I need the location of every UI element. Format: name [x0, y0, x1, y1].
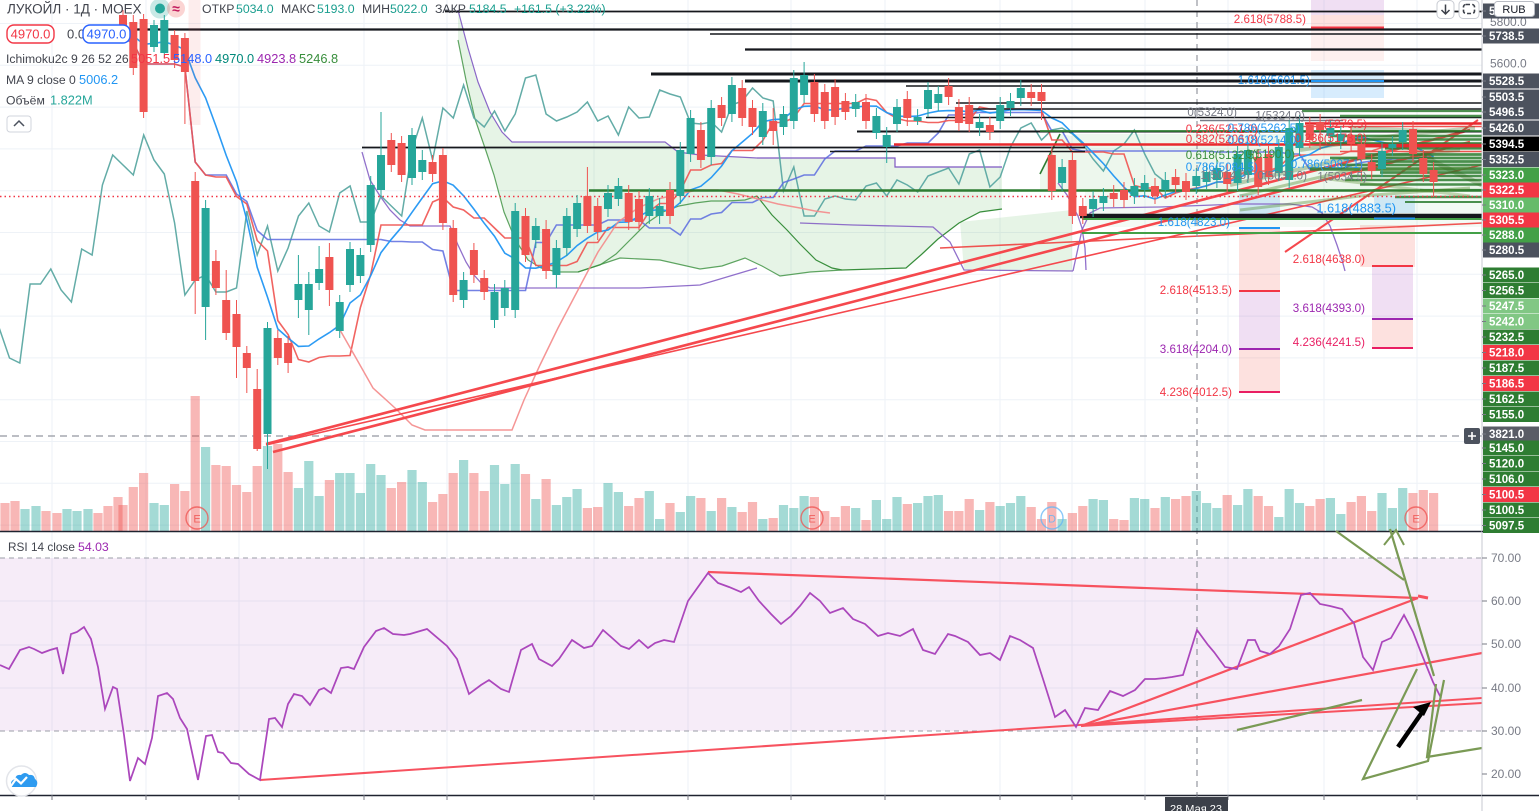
svg-text:50.00: 50.00 [1491, 637, 1521, 651]
svg-text:0(5190.0): 0(5190.0) [1245, 148, 1295, 161]
svg-text:5310.0: 5310.0 [1489, 200, 1524, 212]
svg-text:4970.0: 4970.0 [87, 27, 127, 42]
svg-text:5288.0: 5288.0 [1489, 230, 1524, 242]
svg-text:0.0: 0.0 [67, 27, 85, 42]
svg-text:5184.5: 5184.5 [469, 2, 507, 16]
svg-text:0.786(5084.5): 0.786(5084.5) [1186, 161, 1258, 174]
svg-text:5280.5: 5280.5 [1489, 245, 1525, 257]
svg-text:5232.5: 5232.5 [1489, 332, 1525, 344]
svg-text:D: D [1048, 514, 1056, 526]
svg-text:E: E [808, 514, 815, 526]
svg-text:5600.0: 5600.0 [1490, 57, 1527, 71]
svg-text:28 Мая 23: 28 Мая 23 [1170, 804, 1222, 811]
svg-text:2.618(5788.5): 2.618(5788.5) [1234, 13, 1306, 26]
svg-text:RSI 14 close: RSI 14 close [8, 540, 75, 554]
svg-text:5305.5: 5305.5 [1489, 215, 1525, 227]
svg-text:5100.5: 5100.5 [1489, 490, 1525, 502]
svg-text:5148.0: 5148.0 [173, 51, 212, 66]
svg-text:4.236(4012.5): 4.236(4012.5) [1160, 386, 1232, 399]
svg-text:5218.0: 5218.0 [1489, 348, 1524, 360]
svg-text:0.382(5206.0): 0.382(5206.0) [1186, 133, 1258, 146]
svg-text:5162.5: 5162.5 [1489, 394, 1525, 406]
svg-text:30.00: 30.00 [1491, 724, 1521, 738]
svg-text:20.00: 20.00 [1491, 767, 1521, 781]
svg-text:5323.0: 5323.0 [1489, 170, 1524, 182]
svg-text:5496.5: 5496.5 [1489, 107, 1525, 119]
svg-text:МИН: МИН [362, 2, 390, 16]
svg-text:40.00: 40.00 [1491, 681, 1521, 695]
svg-text:0(5037.0): 0(5037.0) [1257, 170, 1307, 183]
svg-text:5006.2: 5006.2 [79, 72, 118, 87]
svg-text:0.236(5173.0): 0.236(5173.0) [1295, 132, 1367, 145]
svg-text:5187.5: 5187.5 [1489, 363, 1525, 375]
svg-text:70.00: 70.00 [1491, 551, 1521, 565]
svg-text:ОТКР: ОТКР [202, 2, 234, 16]
svg-text:5265.0: 5265.0 [1489, 270, 1524, 282]
svg-text:3821.0: 3821.0 [1489, 429, 1524, 441]
svg-text:5242.0: 5242.0 [1489, 317, 1524, 329]
svg-text:5120.0: 5120.0 [1489, 459, 1524, 471]
svg-text:5256.5: 5256.5 [1489, 286, 1525, 298]
svg-text:1.618(4883.5): 1.618(4883.5) [1316, 201, 1396, 216]
svg-text:5145.0: 5145.0 [1489, 443, 1524, 455]
svg-text:≈: ≈ [172, 1, 180, 17]
svg-text:5738.5: 5738.5 [1489, 31, 1525, 43]
svg-text:0.786(5262.5): 0.786(5262.5) [1228, 122, 1300, 135]
svg-text:RUB: RUB [1502, 4, 1525, 16]
svg-text:0.618(5214.0): 0.618(5214.0) [1228, 134, 1300, 147]
svg-text:1.822M: 1.822M [50, 93, 93, 108]
svg-text:Ichimoku2c 9 26 52 26: Ichimoku2c 9 26 52 26 [6, 52, 129, 66]
svg-text:5097.5: 5097.5 [1489, 521, 1525, 533]
svg-text:3.618(4393.0): 3.618(4393.0) [1293, 302, 1365, 315]
svg-text:5193.0: 5193.0 [317, 2, 355, 16]
svg-text:1(5324.0): 1(5324.0) [1255, 110, 1305, 123]
svg-text:0.618(5132.5): 0.618(5132.5) [1186, 149, 1258, 162]
svg-text:ЗАКР: ЗАКР [435, 2, 466, 16]
svg-text:5394.5: 5394.5 [1489, 139, 1525, 151]
svg-text:3.618(4204.0): 3.618(4204.0) [1160, 343, 1232, 356]
svg-text:5022.0: 5022.0 [390, 2, 428, 16]
svg-text:5034.0: 5034.0 [236, 2, 274, 16]
svg-text:4970.0: 4970.0 [11, 27, 51, 42]
svg-text:0.786(5087.1): 0.786(5087.1) [1291, 158, 1363, 171]
svg-text:5155.0: 5155.0 [1489, 410, 1524, 422]
svg-text:54.03: 54.03 [78, 540, 109, 554]
svg-text:5426.0: 5426.0 [1489, 123, 1524, 135]
svg-text:(5279.5): (5279.5) [1324, 118, 1367, 131]
svg-text:4923.8: 4923.8 [257, 51, 296, 66]
svg-text:2.618(4513.5): 2.618(4513.5) [1160, 284, 1232, 297]
svg-text:5352.5: 5352.5 [1489, 155, 1525, 167]
svg-text:0(5324.0): 0(5324.0) [1187, 106, 1237, 119]
svg-text:5528.5: 5528.5 [1489, 76, 1525, 88]
svg-text:5246.8: 5246.8 [299, 51, 338, 66]
svg-text:0.236(5251.0): 0.236(5251.0) [1186, 123, 1258, 136]
svg-text:Объём: Объём [6, 94, 45, 108]
svg-text:4970.0: 4970.0 [215, 51, 254, 66]
svg-text:5100.5: 5100.5 [1489, 505, 1525, 517]
svg-text:1.618(5601.5): 1.618(5601.5) [1238, 74, 1310, 87]
svg-text:5106.0: 5106.0 [1489, 474, 1524, 486]
svg-text:E: E [1412, 514, 1419, 526]
svg-text:1(5034.5): 1(5034.5) [1317, 171, 1367, 184]
svg-text:5051.5: 5051.5 [131, 51, 170, 66]
svg-text:MA 9 close 0: MA 9 close 0 [6, 73, 76, 87]
svg-text:+161.5 (+3.22%): +161.5 (+3.22%) [514, 2, 606, 16]
svg-text:E: E [193, 514, 200, 526]
svg-text:ЛУКОЙЛ · 1Д · MOEX: ЛУКОЙЛ · 1Д · MOEX [7, 2, 142, 17]
svg-text:МАКС: МАКС [281, 2, 315, 16]
svg-text:5503.5: 5503.5 [1489, 92, 1525, 104]
svg-text:4.236(4241.5): 4.236(4241.5) [1293, 336, 1365, 349]
svg-text:5186.5: 5186.5 [1489, 379, 1525, 391]
svg-text:60.00: 60.00 [1491, 594, 1521, 608]
svg-text:5247.5: 5247.5 [1489, 301, 1525, 313]
svg-text:1(5014.5): 1(5014.5) [1200, 169, 1250, 182]
svg-text:2.618(4638.0): 2.618(4638.0) [1293, 253, 1365, 266]
svg-text:5322.5: 5322.5 [1489, 185, 1525, 197]
svg-text:1.618(4823.0): 1.618(4823.0) [1158, 216, 1230, 229]
